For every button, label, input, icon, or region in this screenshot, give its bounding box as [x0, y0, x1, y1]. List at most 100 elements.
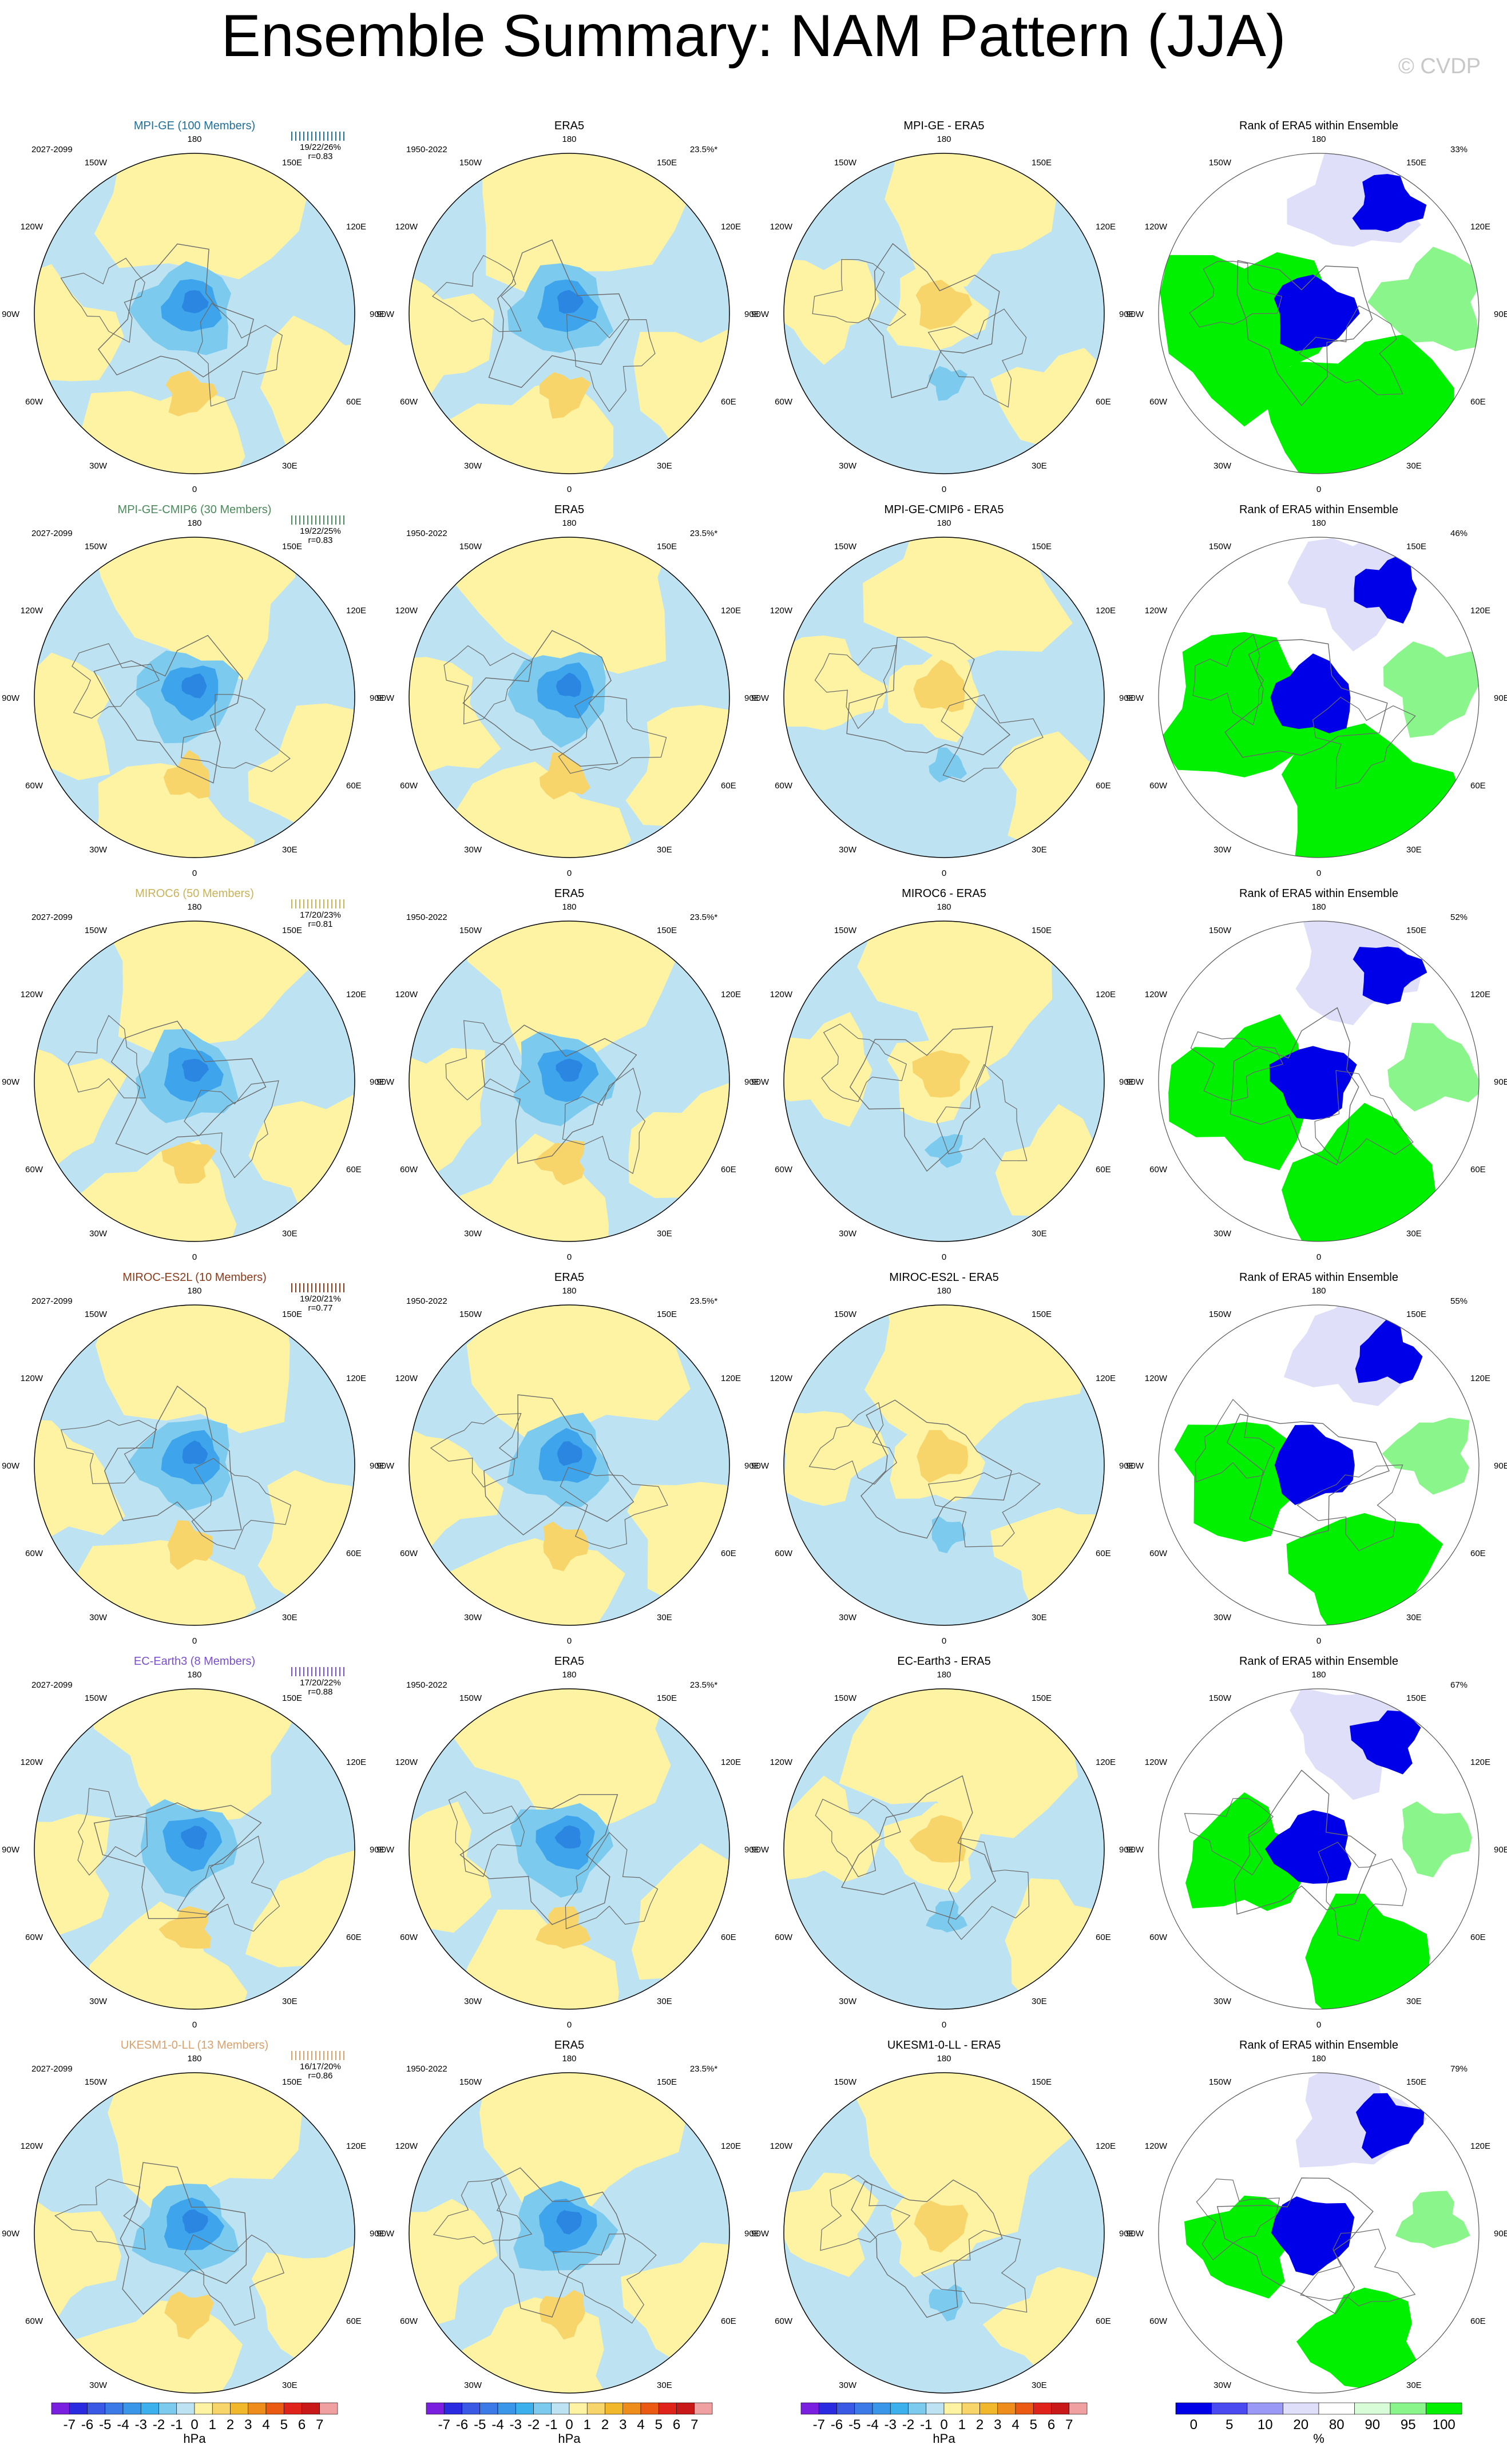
- lon-label: 90W: [751, 1077, 770, 1087]
- era5-period: 1950-2022: [406, 1296, 447, 1306]
- lon-label: 120W: [21, 990, 43, 999]
- rank-title: Rank of ERA5 within Ensemble: [1239, 1271, 1398, 1284]
- lon-label: 150W: [85, 2077, 108, 2087]
- lon-label: 90W: [1126, 693, 1144, 703]
- rank-mid-region: [1387, 1022, 1479, 1112]
- colorbar-tick-label: -2: [902, 2417, 914, 2433]
- positive-region: [74, 763, 255, 858]
- lon-label: 30W: [1213, 845, 1232, 855]
- positive-region: [628, 1081, 729, 1230]
- member-spread-ticks: [291, 899, 344, 908]
- lon-label: 60E: [346, 397, 362, 407]
- positive-region: [409, 268, 494, 407]
- lon-label: 30E: [1406, 461, 1422, 471]
- colorbar-tick-label: -5: [848, 2417, 860, 2433]
- coastline: [820, 2175, 911, 2251]
- positive-center: [161, 1141, 216, 1184]
- positive-region: [248, 703, 355, 830]
- map-border: [409, 1304, 730, 1626]
- lon-label: 120E: [346, 222, 366, 232]
- difference-panel: MPI-GE-CMIP6 - ERA5 180 150E 120E 90E 60E 30E 0…: [751, 503, 1135, 878]
- lon-label: 180: [937, 134, 951, 144]
- lon-label: 60W: [25, 397, 43, 407]
- coastline: [481, 1025, 637, 1164]
- coastline: [1184, 1798, 1274, 1876]
- lon-label: 90E: [1494, 310, 1507, 319]
- colorbar-swatch: [586, 2402, 605, 2415]
- rank-high-region: [1168, 1014, 1313, 1171]
- lon-label: 30W: [89, 2380, 108, 2390]
- lon-label: 150E: [282, 926, 302, 935]
- rank-mid-region: [1367, 247, 1479, 351]
- lon-label: 30E: [1032, 1229, 1047, 1239]
- lon-label: 180: [937, 1286, 951, 1296]
- lon-label: 30E: [657, 845, 672, 855]
- coastline: [841, 1775, 997, 1920]
- map-border: [783, 1688, 1105, 2010]
- lon-label: 120W: [770, 222, 793, 232]
- colorbar-tick-label: 7: [691, 2417, 698, 2433]
- coastline: [93, 1802, 262, 1919]
- lon-label: 90W: [1126, 1845, 1144, 1855]
- lon-label: 60W: [25, 1933, 43, 1942]
- watermark: © CVDP: [1398, 54, 1481, 78]
- coastline: [120, 2162, 247, 2315]
- map-border: [409, 920, 730, 1242]
- coastline: [104, 1385, 242, 1532]
- positive-region: [251, 2245, 355, 2384]
- lon-label: 180: [562, 518, 576, 528]
- lon-label: 150W: [459, 158, 482, 168]
- colorbar-swatch: [462, 2402, 481, 2415]
- rank-low-region: [1353, 946, 1427, 1005]
- positive-core: [909, 1815, 966, 1863]
- colorbar-tick-label: 20: [1293, 2417, 1308, 2433]
- coastline: [941, 694, 1044, 783]
- map-field: [34, 921, 355, 1241]
- negative-core: [557, 1441, 582, 1466]
- map-border: [409, 1688, 730, 2010]
- coastline: [1296, 1464, 1403, 1552]
- coastline: [849, 1026, 993, 1172]
- lon-label: 60E: [1470, 781, 1486, 791]
- lon-label: 150E: [1406, 926, 1426, 935]
- lon-label: 120W: [21, 1374, 43, 1383]
- negative-core: [182, 2209, 208, 2234]
- lon-label: 90E: [1119, 1461, 1135, 1471]
- lon-label: 150E: [1406, 1310, 1426, 1319]
- lon-label: 150W: [85, 926, 108, 935]
- colorbar-swatch: [1283, 2402, 1319, 2415]
- colorbar-tick-label: -7: [813, 2417, 825, 2433]
- map-border: [34, 1688, 355, 2010]
- rank-high-region: [1185, 1792, 1309, 1911]
- lon-label: 120W: [770, 990, 793, 999]
- lon-label: 30W: [839, 1229, 857, 1239]
- coastline: [184, 1080, 279, 1179]
- lon-label: 90W: [751, 693, 770, 703]
- difference-panel: EC-Earth3 - ERA5 180 150E 120E 90E 60E 30E 0 30W…: [751, 1655, 1135, 2030]
- lon-label: 120E: [1096, 222, 1116, 232]
- rank-low-region: [1352, 174, 1427, 232]
- lon-label: 60E: [346, 2316, 362, 2326]
- lon-label: 150W: [834, 2077, 857, 2087]
- rank-title: Rank of ERA5 within Ensemble: [1239, 120, 1398, 132]
- lon-label: 120E: [1470, 990, 1490, 999]
- lon-label: 60W: [25, 2316, 43, 2326]
- lon-label: 90W: [376, 693, 395, 703]
- lon-label: 150E: [1032, 926, 1052, 935]
- rank-pct: 52%: [1450, 912, 1468, 922]
- diff-map-field: [784, 921, 1104, 1241]
- coastline: [54, 2179, 146, 2250]
- positive-center: [163, 749, 210, 799]
- coastline: [846, 636, 1011, 756]
- positive-region: [445, 1538, 625, 1625]
- lon-label: 0: [192, 1252, 197, 1262]
- lon-label: 90E: [744, 2229, 760, 2239]
- coastline: [1195, 1399, 1275, 1483]
- lon-label: 30E: [282, 461, 298, 471]
- era5-title: ERA5: [554, 2039, 584, 2052]
- colorbar-swatch: [176, 2402, 195, 2415]
- colorbar-swatch: [140, 2402, 159, 2415]
- negative-core: [556, 672, 581, 697]
- era5-title: ERA5: [554, 503, 584, 516]
- positive-region: [449, 537, 672, 674]
